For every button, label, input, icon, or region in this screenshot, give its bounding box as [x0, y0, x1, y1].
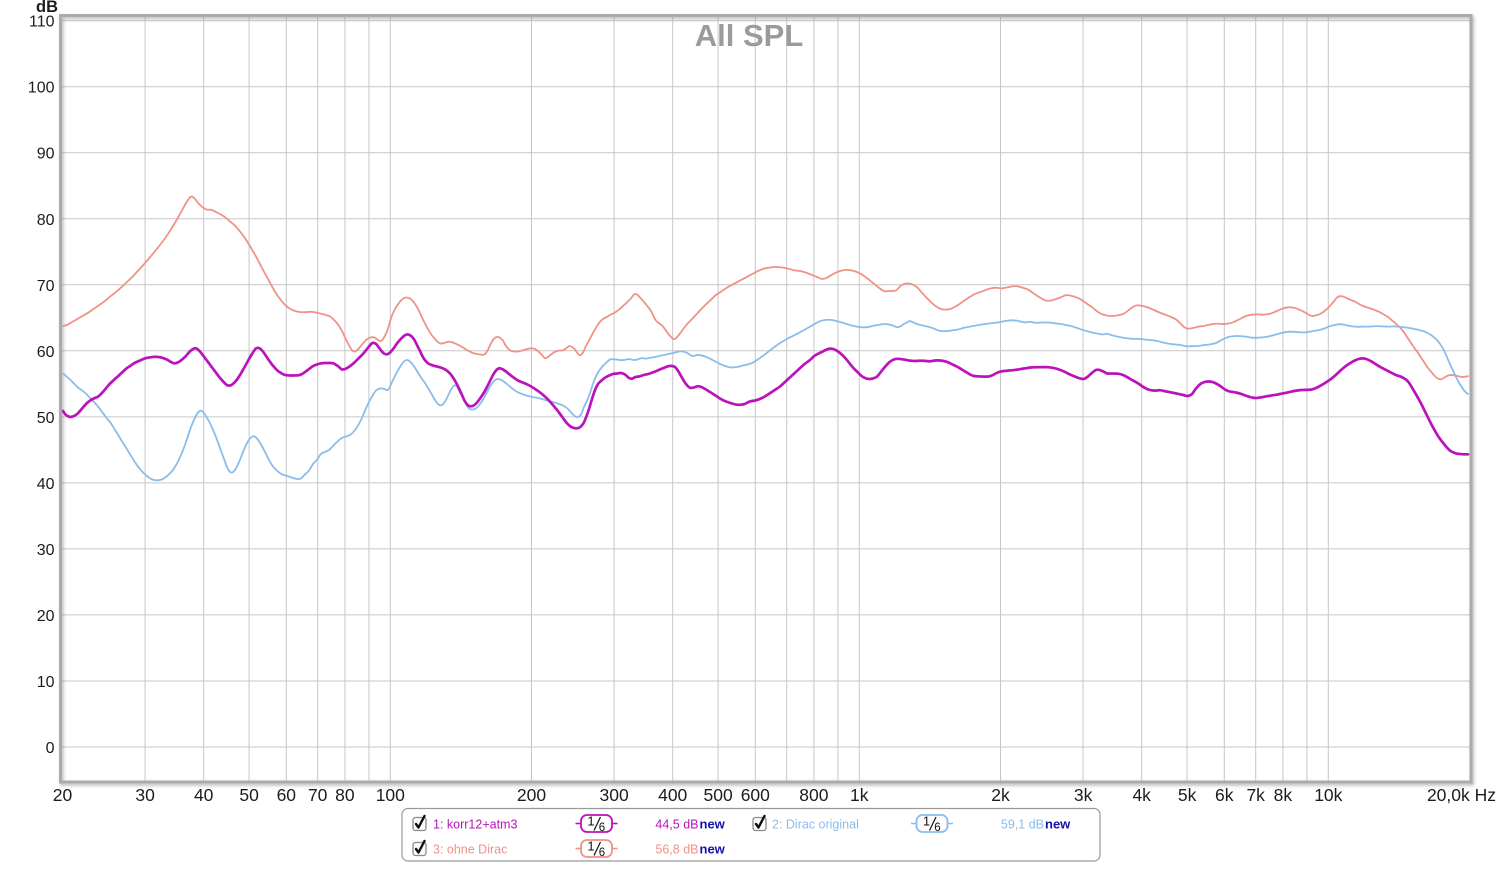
- svg-text:80: 80: [335, 785, 355, 805]
- svg-text:90: 90: [37, 146, 55, 163]
- svg-text:800: 800: [799, 785, 828, 805]
- svg-text:40: 40: [194, 785, 214, 805]
- svg-text:3: ohne Dirac: 3: ohne Dirac: [433, 843, 507, 857]
- svg-text:59,1 dB: 59,1 dB: [1001, 818, 1044, 832]
- svg-text:80: 80: [37, 212, 55, 229]
- svg-text:20,0k Hz: 20,0k Hz: [1427, 785, 1496, 805]
- svg-text:1: 1: [587, 839, 594, 854]
- svg-text:1: 1: [587, 814, 594, 829]
- svg-text:110: 110: [29, 14, 55, 31]
- svg-text:3k: 3k: [1074, 785, 1093, 805]
- svg-text:6: 6: [934, 822, 940, 834]
- svg-text:56,8 dB: 56,8 dB: [655, 843, 698, 857]
- svg-text:All SPL: All SPL: [695, 18, 804, 53]
- svg-text:50: 50: [239, 785, 259, 805]
- svg-text:600: 600: [741, 785, 770, 805]
- svg-text:40: 40: [37, 476, 55, 493]
- svg-text:30: 30: [37, 542, 55, 559]
- svg-text:4k: 4k: [1132, 785, 1151, 805]
- svg-text:100: 100: [376, 785, 405, 805]
- svg-text:20: 20: [37, 608, 55, 625]
- svg-text:70: 70: [37, 278, 55, 295]
- svg-text:new: new: [1045, 817, 1071, 832]
- svg-text:6: 6: [599, 822, 605, 834]
- svg-text:1: korr12+atm3: 1: korr12+atm3: [433, 818, 517, 832]
- svg-text:2k: 2k: [991, 785, 1010, 805]
- svg-text:50: 50: [37, 410, 55, 427]
- svg-text:44,5 dB: 44,5 dB: [655, 818, 698, 832]
- svg-text:1k: 1k: [850, 785, 869, 805]
- svg-text:new: new: [700, 817, 726, 832]
- svg-text:7k: 7k: [1246, 785, 1265, 805]
- svg-text:70: 70: [308, 785, 328, 805]
- svg-text:10: 10: [37, 674, 55, 691]
- svg-text:dB: dB: [36, 0, 58, 16]
- svg-text:20: 20: [53, 785, 73, 805]
- svg-text:6k: 6k: [1215, 785, 1234, 805]
- svg-text:200: 200: [517, 785, 546, 805]
- svg-text:30: 30: [135, 785, 155, 805]
- svg-text:5k: 5k: [1178, 785, 1197, 805]
- svg-text:100: 100: [28, 80, 55, 97]
- svg-text:0: 0: [46, 740, 55, 757]
- svg-text:1: 1: [923, 814, 930, 829]
- svg-text:60: 60: [277, 785, 297, 805]
- svg-text:500: 500: [703, 785, 732, 805]
- svg-text:60: 60: [37, 344, 55, 361]
- svg-text:10k: 10k: [1314, 785, 1342, 805]
- svg-text:300: 300: [599, 785, 628, 805]
- svg-text:2: Dirac original: 2: Dirac original: [772, 818, 859, 832]
- svg-text:8k: 8k: [1274, 785, 1293, 805]
- svg-text:new: new: [700, 842, 726, 857]
- svg-text:6: 6: [599, 847, 605, 859]
- svg-text:400: 400: [658, 785, 687, 805]
